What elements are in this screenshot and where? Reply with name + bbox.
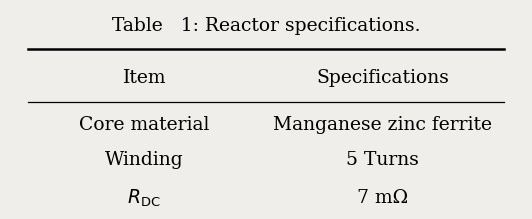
Text: Winding: Winding	[105, 151, 184, 169]
Text: $R_{\mathrm{DC}}$: $R_{\mathrm{DC}}$	[128, 187, 161, 209]
Text: 5 Turns: 5 Turns	[346, 151, 419, 169]
Text: Core material: Core material	[79, 116, 210, 134]
Text: 7 mΩ: 7 mΩ	[357, 189, 408, 207]
Text: Item: Item	[122, 69, 166, 87]
Text: Manganese zinc ferrite: Manganese zinc ferrite	[273, 116, 492, 134]
Text: Table   1: Reactor specifications.: Table 1: Reactor specifications.	[112, 16, 420, 35]
Text: Specifications: Specifications	[316, 69, 449, 87]
